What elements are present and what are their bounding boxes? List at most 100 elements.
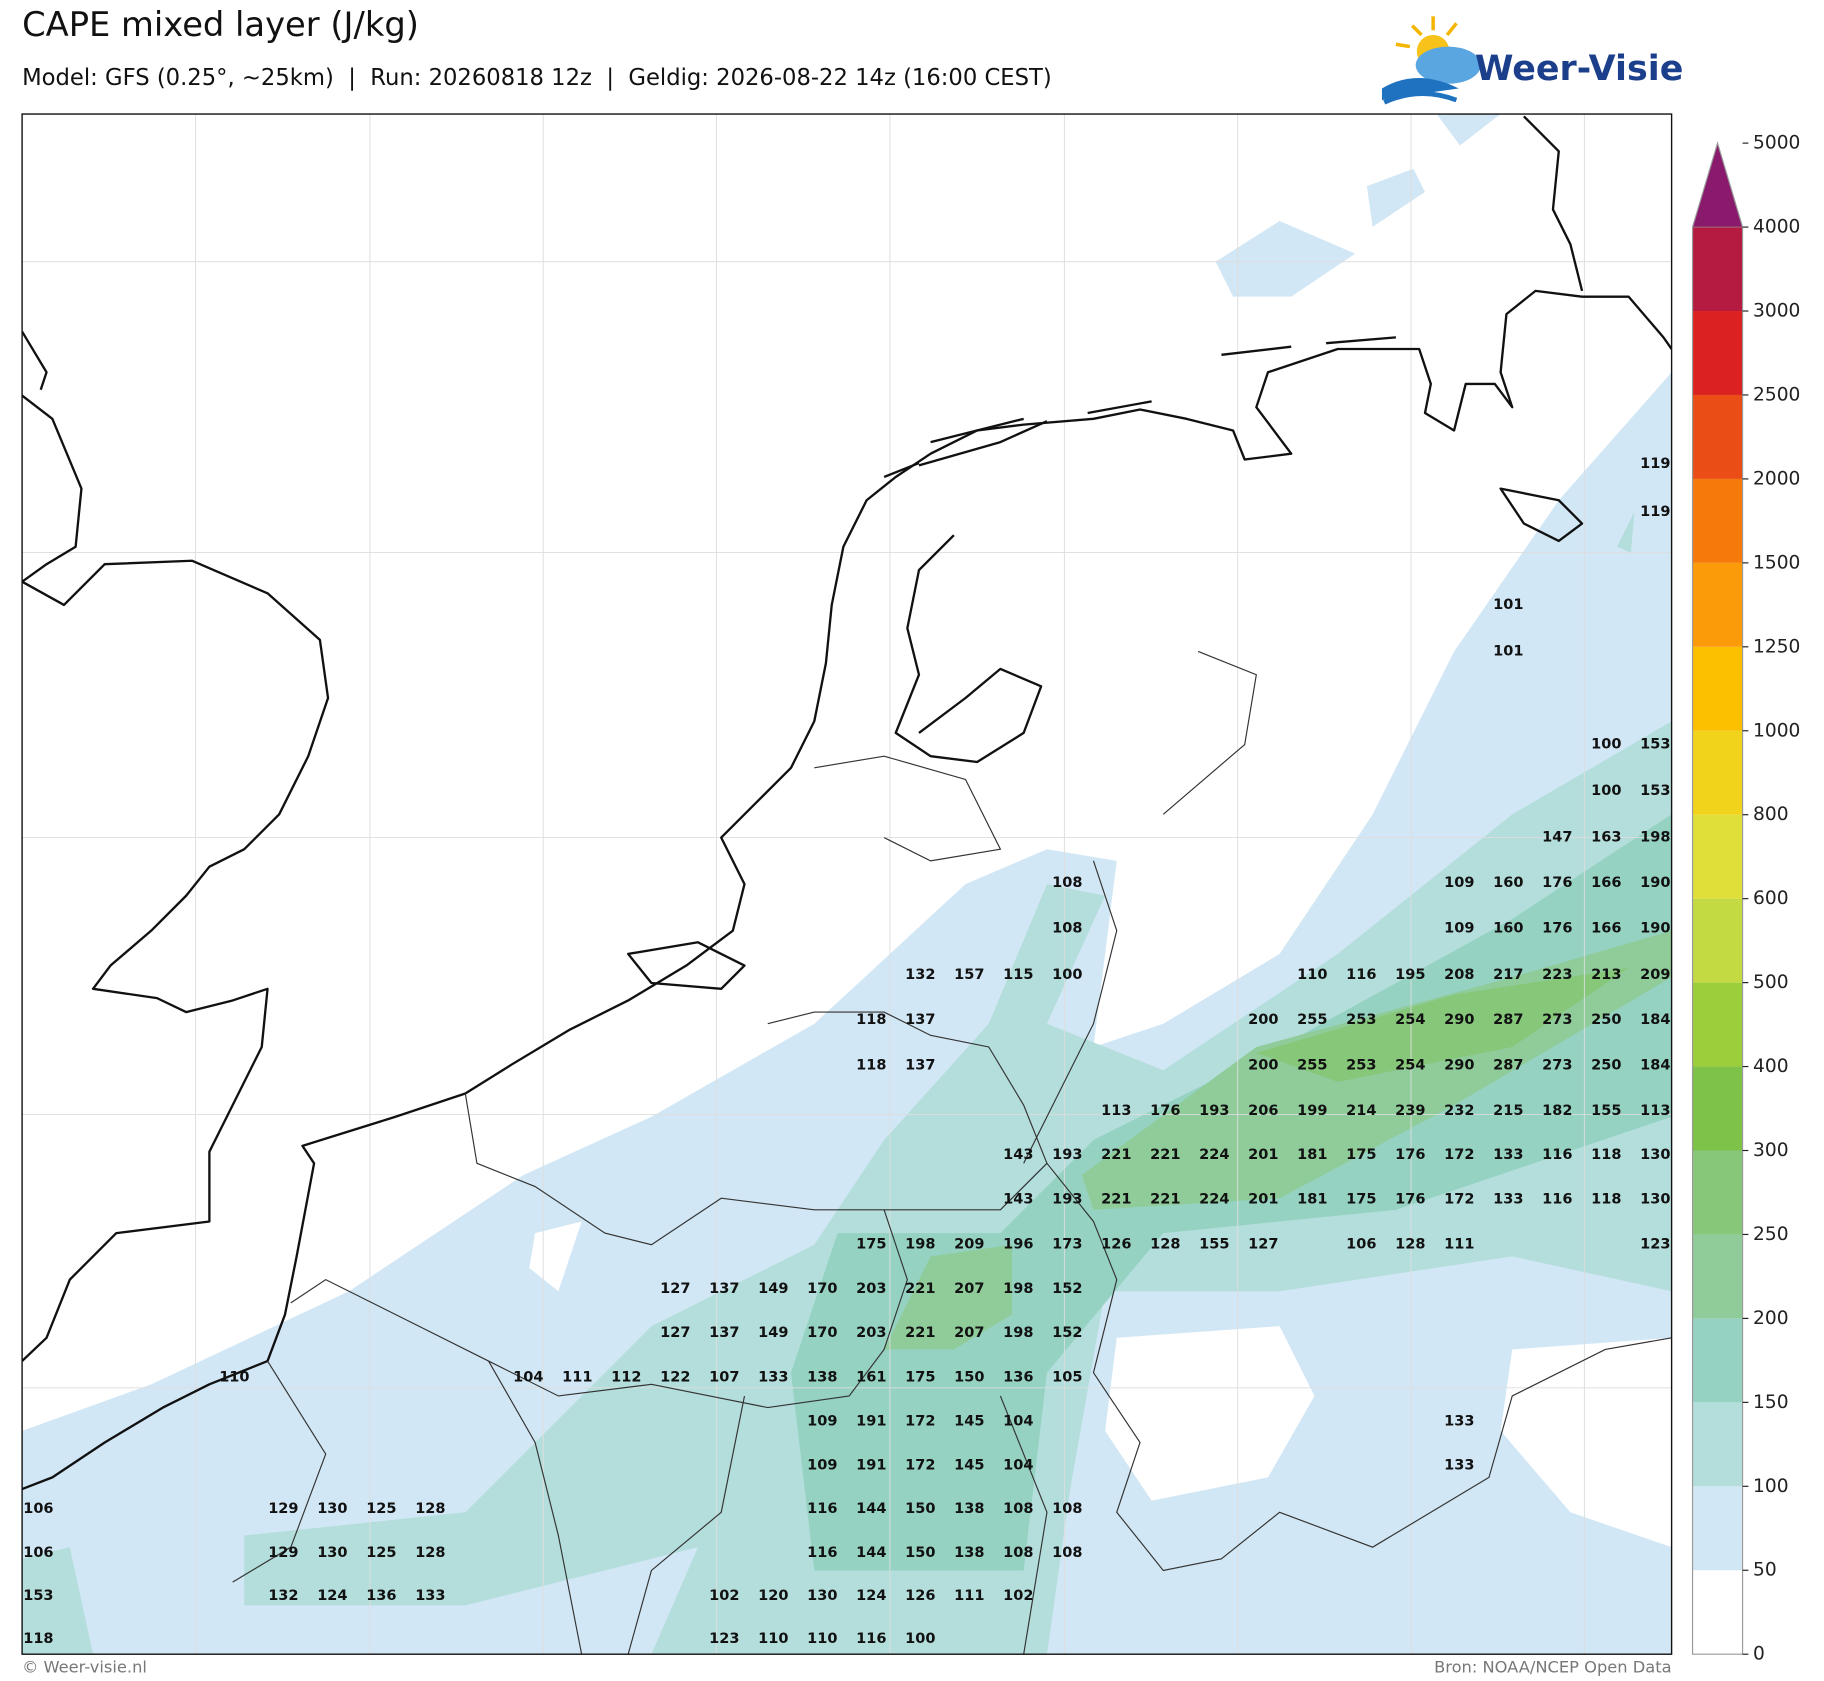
- cape-value: 273: [1542, 1058, 1572, 1074]
- cape-value: 123: [709, 1631, 739, 1647]
- colorbar-band: [1692, 1570, 1743, 1655]
- cape-value: 133: [415, 1588, 445, 1604]
- cape-value: 116: [807, 1501, 837, 1517]
- cape-value: 110: [807, 1631, 837, 1647]
- cape-value: 172: [1444, 1147, 1474, 1163]
- colorbar-band: [1692, 478, 1743, 563]
- cape-value: 120: [758, 1588, 788, 1604]
- copyright: © Weer-visie.nl: [22, 1658, 147, 1677]
- cape-value: 221: [1101, 1147, 1131, 1163]
- cape-value: 198: [1640, 830, 1670, 846]
- cape-value: 144: [856, 1545, 886, 1561]
- cape-value: 176: [1395, 1147, 1425, 1163]
- cape-value: 239: [1395, 1103, 1425, 1119]
- colorbar-tick-label: 600: [1753, 888, 1789, 909]
- cape-value: 221: [905, 1281, 935, 1297]
- cape-value: 203: [856, 1325, 886, 1341]
- cape-value: 116: [1346, 967, 1376, 983]
- cape-value: 125: [366, 1545, 396, 1561]
- cape-value: 118: [1591, 1147, 1621, 1163]
- cape-value: 128: [1395, 1237, 1425, 1253]
- cape-value: 128: [1150, 1237, 1180, 1253]
- cape-value: 126: [1101, 1237, 1131, 1253]
- colorbar-band: [1692, 227, 1743, 312]
- cape-value: 207: [954, 1281, 984, 1297]
- colorbar-tick-label: 400: [1753, 1056, 1789, 1077]
- cape-value: 199: [1297, 1103, 1327, 1119]
- cape-value: 138: [954, 1545, 984, 1561]
- colorbar-band: [1692, 1234, 1743, 1319]
- cape-value: 137: [905, 1058, 935, 1074]
- colorbar-tick-label: 300: [1753, 1140, 1789, 1161]
- coastlines: [22, 115, 1672, 1491]
- cape-value: 133: [758, 1369, 788, 1385]
- colorbar-band: [1692, 1486, 1743, 1571]
- cape-value: 175: [856, 1237, 886, 1253]
- colorbar-outline: [1691, 141, 1744, 1655]
- cape-value: 207: [954, 1325, 984, 1341]
- cape-value: 145: [954, 1458, 984, 1474]
- cape-value: 173: [1052, 1237, 1082, 1253]
- colorbar-tick-label: 3000: [1753, 301, 1800, 322]
- cape-value: 133: [1444, 1458, 1474, 1474]
- cape-value: 145: [954, 1414, 984, 1430]
- cape-value: 136: [366, 1588, 396, 1604]
- cape-value: 118: [23, 1631, 53, 1647]
- cape-value: 255: [1297, 1012, 1327, 1028]
- cape-value: 149: [758, 1281, 788, 1297]
- cape-value: 106: [1346, 1237, 1376, 1253]
- cape-value: 193: [1052, 1191, 1082, 1207]
- borders: [232, 650, 1672, 1655]
- cape-value: 163: [1591, 830, 1621, 846]
- cape-value: 110: [1297, 967, 1327, 983]
- cape-value: 116: [1542, 1147, 1572, 1163]
- cape-value: 153: [1640, 783, 1670, 799]
- cape-value: 250: [1591, 1058, 1621, 1074]
- cape-value: 157: [954, 967, 984, 983]
- cape-value: 101: [1493, 643, 1523, 659]
- cape-value: 100: [1591, 737, 1621, 753]
- colorbar-tick-label: 200: [1753, 1308, 1789, 1329]
- cape-value: 200: [1248, 1012, 1278, 1028]
- cape-value: 137: [709, 1325, 739, 1341]
- cape-value: 110: [219, 1369, 249, 1385]
- cape-value: 166: [1591, 875, 1621, 891]
- cape-value: 172: [1444, 1191, 1474, 1207]
- cape-value: 132: [905, 967, 935, 983]
- map-frame: [21, 113, 1673, 1655]
- cape-value: 130: [807, 1588, 837, 1604]
- cape-value: 137: [905, 1012, 935, 1028]
- cape-value: 122: [660, 1369, 690, 1385]
- cape-value: 166: [1591, 920, 1621, 936]
- cape-value: 130: [317, 1501, 347, 1517]
- cape-value: 102: [1003, 1588, 1033, 1604]
- cape-value: 113: [1101, 1103, 1131, 1119]
- cape-value: 127: [660, 1281, 690, 1297]
- cape-value: 172: [905, 1414, 935, 1430]
- cape-value: 184: [1640, 1012, 1670, 1028]
- cape-value: 203: [856, 1281, 886, 1297]
- colorbar-band: [1692, 1150, 1743, 1235]
- colorbar-band: [1692, 394, 1743, 479]
- cape-value: 125: [366, 1501, 396, 1517]
- cape-value: 149: [758, 1325, 788, 1341]
- source: Bron: NOAA/NCEP Open Data: [1434, 1658, 1672, 1677]
- colorbar-band: [1692, 646, 1743, 731]
- cape-value: 176: [1542, 920, 1572, 936]
- cape-value: 193: [1052, 1147, 1082, 1163]
- cape-value: 104: [513, 1369, 543, 1385]
- cape-value: 113: [1640, 1103, 1670, 1119]
- colorbar-band: [1692, 562, 1743, 647]
- title: CAPE mixed layer (J/kg): [22, 5, 419, 44]
- cape-value: 128: [415, 1545, 445, 1561]
- colorbar-tick-label: 0: [1753, 1644, 1765, 1665]
- cape-value: 221: [1101, 1191, 1131, 1207]
- colorbar-tick-label: 2000: [1753, 468, 1800, 489]
- cape-value: 153: [1640, 737, 1670, 753]
- map: 119 119 101 101 100 153 100 153 147 163 198 108 109 1…: [22, 114, 1672, 1655]
- cape-value: 100: [1052, 967, 1082, 983]
- cape-value: 144: [856, 1501, 886, 1517]
- colorbar-tick-label: 500: [1753, 972, 1789, 993]
- colorbar-band: [1692, 1318, 1743, 1403]
- colorbar-band: [1692, 982, 1743, 1067]
